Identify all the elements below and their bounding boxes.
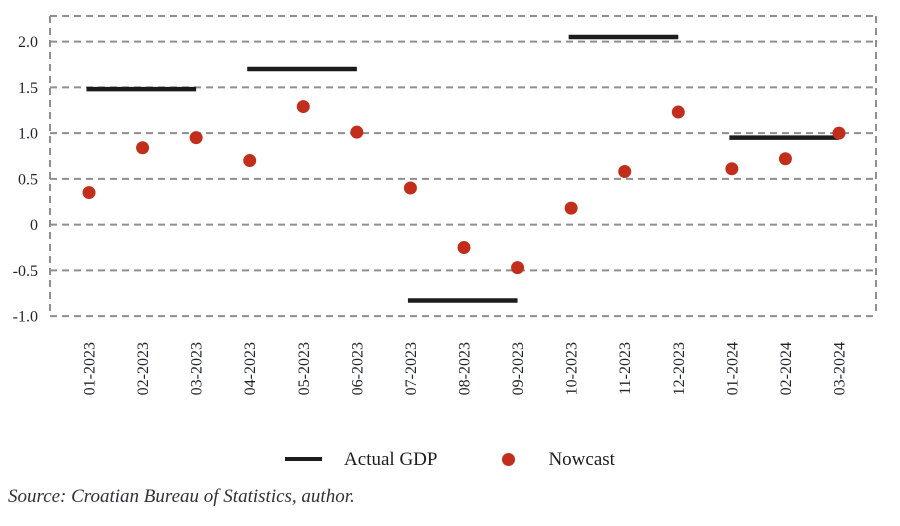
nowcast-point	[511, 261, 525, 275]
x-axis-tick-label: 03-2023	[189, 342, 206, 395]
x-axis-tick-label: 02-2023	[135, 342, 152, 395]
nowcast-point	[725, 162, 739, 176]
x-axis-tick-label: 07-2023	[403, 342, 420, 395]
x-axis-tick-label: 11-2023	[617, 342, 634, 395]
x-axis-tick-label: 06-2023	[349, 342, 366, 395]
nowcast-point	[136, 141, 150, 155]
x-axis-tick-label: 04-2023	[242, 342, 259, 395]
x-axis-tick-label: 02-2024	[778, 342, 795, 395]
nowcast-point	[82, 186, 96, 200]
legend: Actual GDP Nowcast	[0, 446, 900, 472]
nowcast-point	[243, 154, 257, 168]
x-axis-tick-label: 03-2024	[832, 342, 849, 395]
y-axis-tick-label: -0.5	[13, 263, 38, 280]
legend-label-nowcast: Nowcast	[548, 448, 615, 470]
y-axis-tick-label: 0.5	[18, 171, 38, 188]
nowcast-point	[618, 165, 632, 179]
y-axis-tick-label: 1.0	[18, 126, 38, 143]
legend-label-actual-gdp: Actual GDP	[344, 448, 438, 470]
x-axis-tick-label: 01-2024	[724, 342, 741, 395]
nowcast-point	[778, 152, 792, 166]
nowcast-dot-swatch-icon	[502, 452, 516, 466]
nowcast-point	[189, 131, 203, 145]
y-axis-tick-label: -1.0	[13, 309, 38, 326]
x-axis-tick-label: 01-2023	[82, 342, 99, 395]
legend-item-nowcast: Nowcast	[502, 448, 615, 470]
legend-item-actual-gdp: Actual GDP	[285, 450, 437, 469]
actual-gdp-line-swatch-icon	[285, 457, 323, 461]
nowcast-point	[457, 240, 471, 254]
chart-canvas: 2.0 1.5 1.0 0.5 0 -0.5 -1.0 01-2023 02-2023 03-20…	[13, 15, 877, 395]
source-note: Source: Croatian Bureau of Statistics, a…	[8, 486, 355, 507]
nowcast-point	[832, 126, 846, 140]
nowcast-point	[296, 100, 310, 114]
y-axis-tick-label: 0	[30, 217, 38, 234]
x-axis-tick-label: 08-2023	[457, 342, 474, 395]
x-axis-tick-label: 09-2023	[510, 342, 527, 395]
nowcast-point	[564, 201, 578, 215]
nowcast-point	[350, 125, 364, 139]
y-axis-tick-label: 1.5	[18, 80, 38, 97]
x-axis-tick-label: 10-2023	[564, 342, 581, 395]
y-axis-tick-label: 2.0	[18, 34, 38, 51]
x-axis-tick-label: 12-2023	[671, 342, 688, 395]
x-axis-tick-label: 05-2023	[296, 342, 313, 395]
nowcast-point	[403, 181, 417, 195]
nowcast-point	[671, 105, 685, 119]
